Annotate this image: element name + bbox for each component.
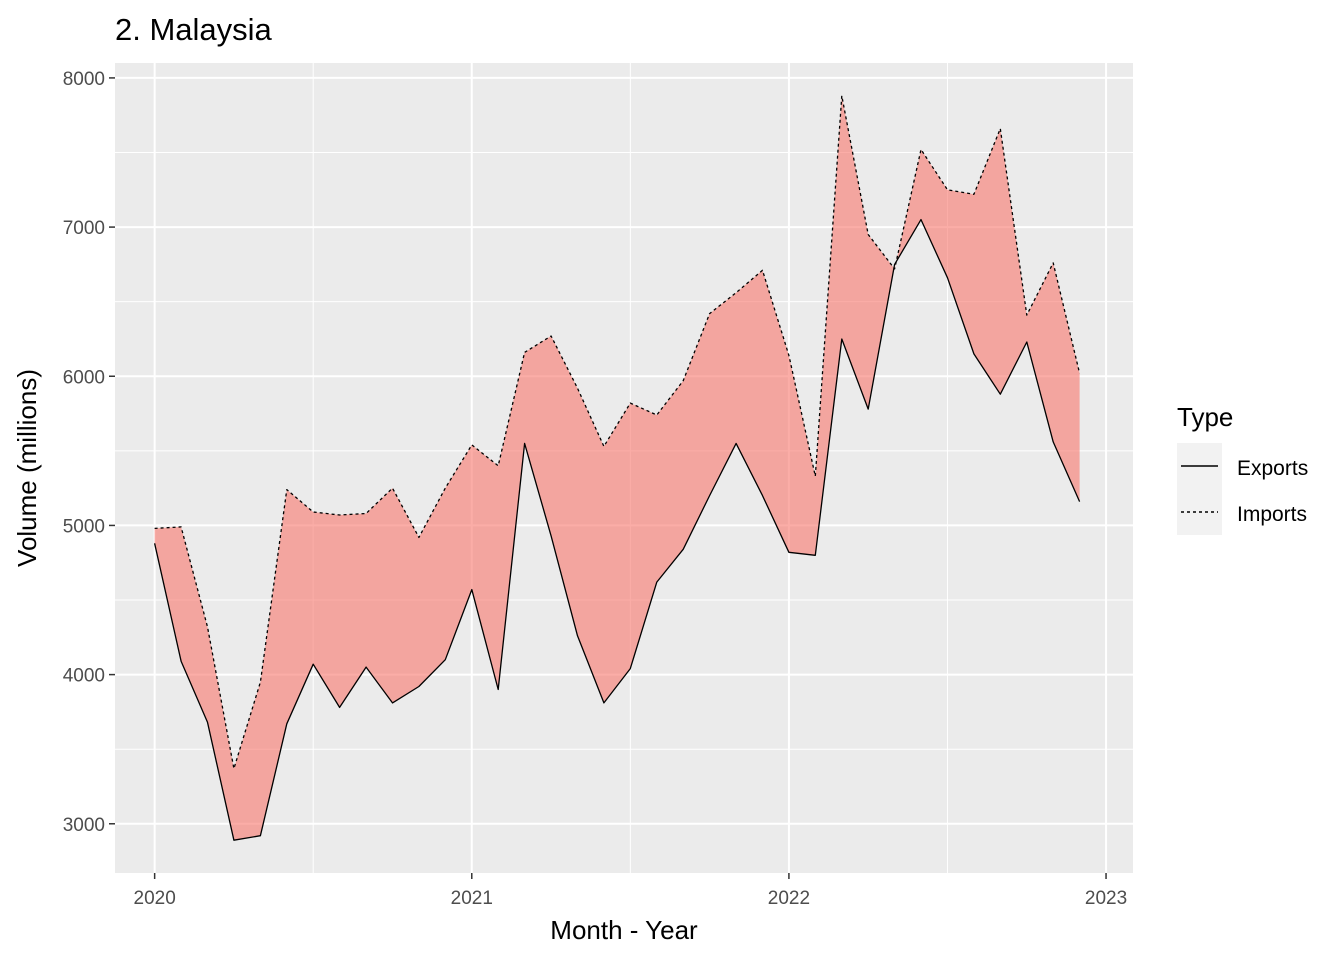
x-tick-label: 2023 [1085,888,1127,909]
y-tick-label: 4000 [63,666,105,687]
y-tick-label: 6000 [63,367,105,388]
legend-title: Type [1177,402,1233,432]
y-tick-label: 5000 [63,516,105,537]
line-layer [153,95,1081,841]
y-axis: 3000 4000 5000 6000 7000 8000 [63,69,115,836]
y-tick-label: 3000 [63,815,105,836]
y-tick-label: 8000 [63,69,105,90]
legend-label-exports: Exports [1237,457,1308,480]
legend-label-imports: Imports [1237,503,1307,526]
x-tick-label: 2020 [134,888,176,909]
chart-title: 2. Malaysia [115,12,273,47]
legend: Type Exports Imports [1177,402,1308,535]
x-tick-label: 2022 [768,888,810,909]
y-axis-title: Volume (millions) [12,369,42,567]
x-axis: 2020 2021 2022 2023 [134,873,1127,909]
x-tick-label: 2021 [451,888,493,909]
ribbon-area [154,95,1080,841]
series-line-exports [153,218,1081,841]
y-tick-label: 7000 [63,218,105,239]
x-axis-title: Month - Year [550,915,698,945]
